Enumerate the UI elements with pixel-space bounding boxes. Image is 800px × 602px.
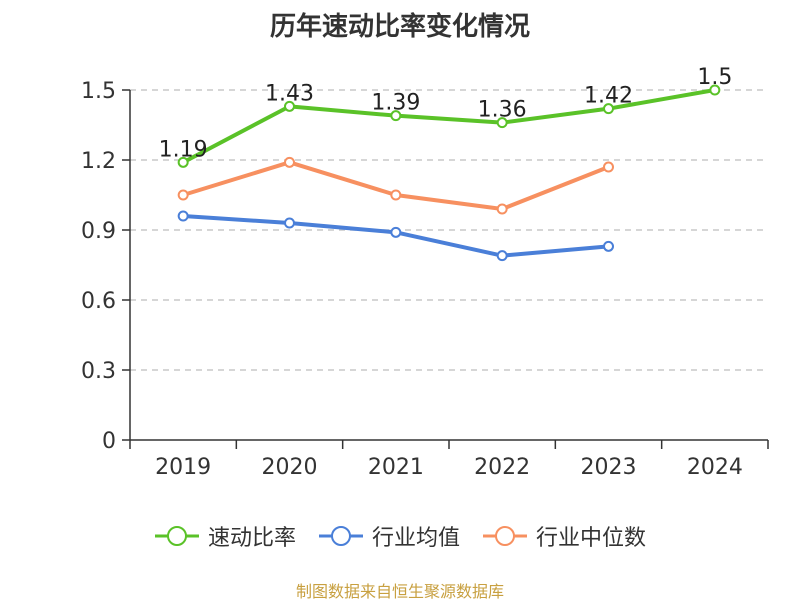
x-tick-label: 2022 xyxy=(474,455,530,480)
legend-line-icon xyxy=(154,526,199,546)
y-tick-label: 0.9 xyxy=(81,219,116,244)
y-tick-label: 0 xyxy=(102,429,116,454)
x-tick-label: 2023 xyxy=(581,455,637,480)
chart-title: 历年速动比率变化情况 xyxy=(269,12,530,42)
data-point xyxy=(603,103,614,115)
legend-label: 行业均值 xyxy=(371,526,460,551)
gridlines xyxy=(130,89,768,371)
data-point xyxy=(284,156,295,168)
legend-line-icon xyxy=(318,526,363,546)
legend-label: 行业中位数 xyxy=(536,526,647,551)
data-label: 1.5 xyxy=(697,65,732,90)
data-point xyxy=(284,217,295,229)
series-lines xyxy=(177,84,721,262)
data-label: 1.39 xyxy=(371,91,420,116)
data-label: 1.43 xyxy=(265,81,314,106)
axes: 0 0.3 0.6 0.9 1.2 1.5 2019 2020 2021 2022 2023 2024 xyxy=(81,79,769,480)
y-tick-label: 0.6 xyxy=(81,289,116,314)
legend-item[interactable]: 行业均值 xyxy=(318,520,460,552)
data-point xyxy=(496,117,508,129)
x-tick-label: 2021 xyxy=(368,455,424,480)
data-point xyxy=(603,161,614,173)
data-label: 1.42 xyxy=(584,84,633,109)
y-tick-label: 1.5 xyxy=(81,79,116,104)
data-labels: 1.19 1.43 1.39 1.36 1.42 1.5 xyxy=(159,65,733,162)
data-point xyxy=(390,110,402,122)
legend-label: 速动比率 xyxy=(207,526,296,551)
y-tick-label: 0.3 xyxy=(81,359,116,384)
legend-item[interactable]: 行业中位数 xyxy=(482,520,646,552)
legend-line-icon xyxy=(483,526,527,546)
data-point xyxy=(496,203,508,215)
series-line-2 xyxy=(182,160,610,211)
data-point xyxy=(709,84,721,96)
data-point xyxy=(603,240,614,252)
data-point xyxy=(177,210,189,222)
series-line-0 xyxy=(182,88,716,165)
data-point xyxy=(496,250,508,262)
legend: 速动比率 行业均值 行业中位数 xyxy=(0,520,800,552)
data-label: 1.19 xyxy=(159,137,208,162)
x-tick-label: 2020 xyxy=(262,455,318,480)
legend-item[interactable]: 速动比率 xyxy=(154,520,296,552)
data-point xyxy=(390,226,402,238)
data-point xyxy=(177,156,189,168)
x-tick-label: 2024 xyxy=(687,455,743,480)
data-point xyxy=(390,189,402,201)
source-note: 制图数据来自恒生聚源数据库 xyxy=(295,582,504,601)
data-label: 1.36 xyxy=(478,98,527,123)
data-point xyxy=(284,100,295,112)
y-tick-label: 1.2 xyxy=(81,149,116,174)
x-tick-label: 2019 xyxy=(155,455,211,480)
data-point xyxy=(177,189,189,201)
